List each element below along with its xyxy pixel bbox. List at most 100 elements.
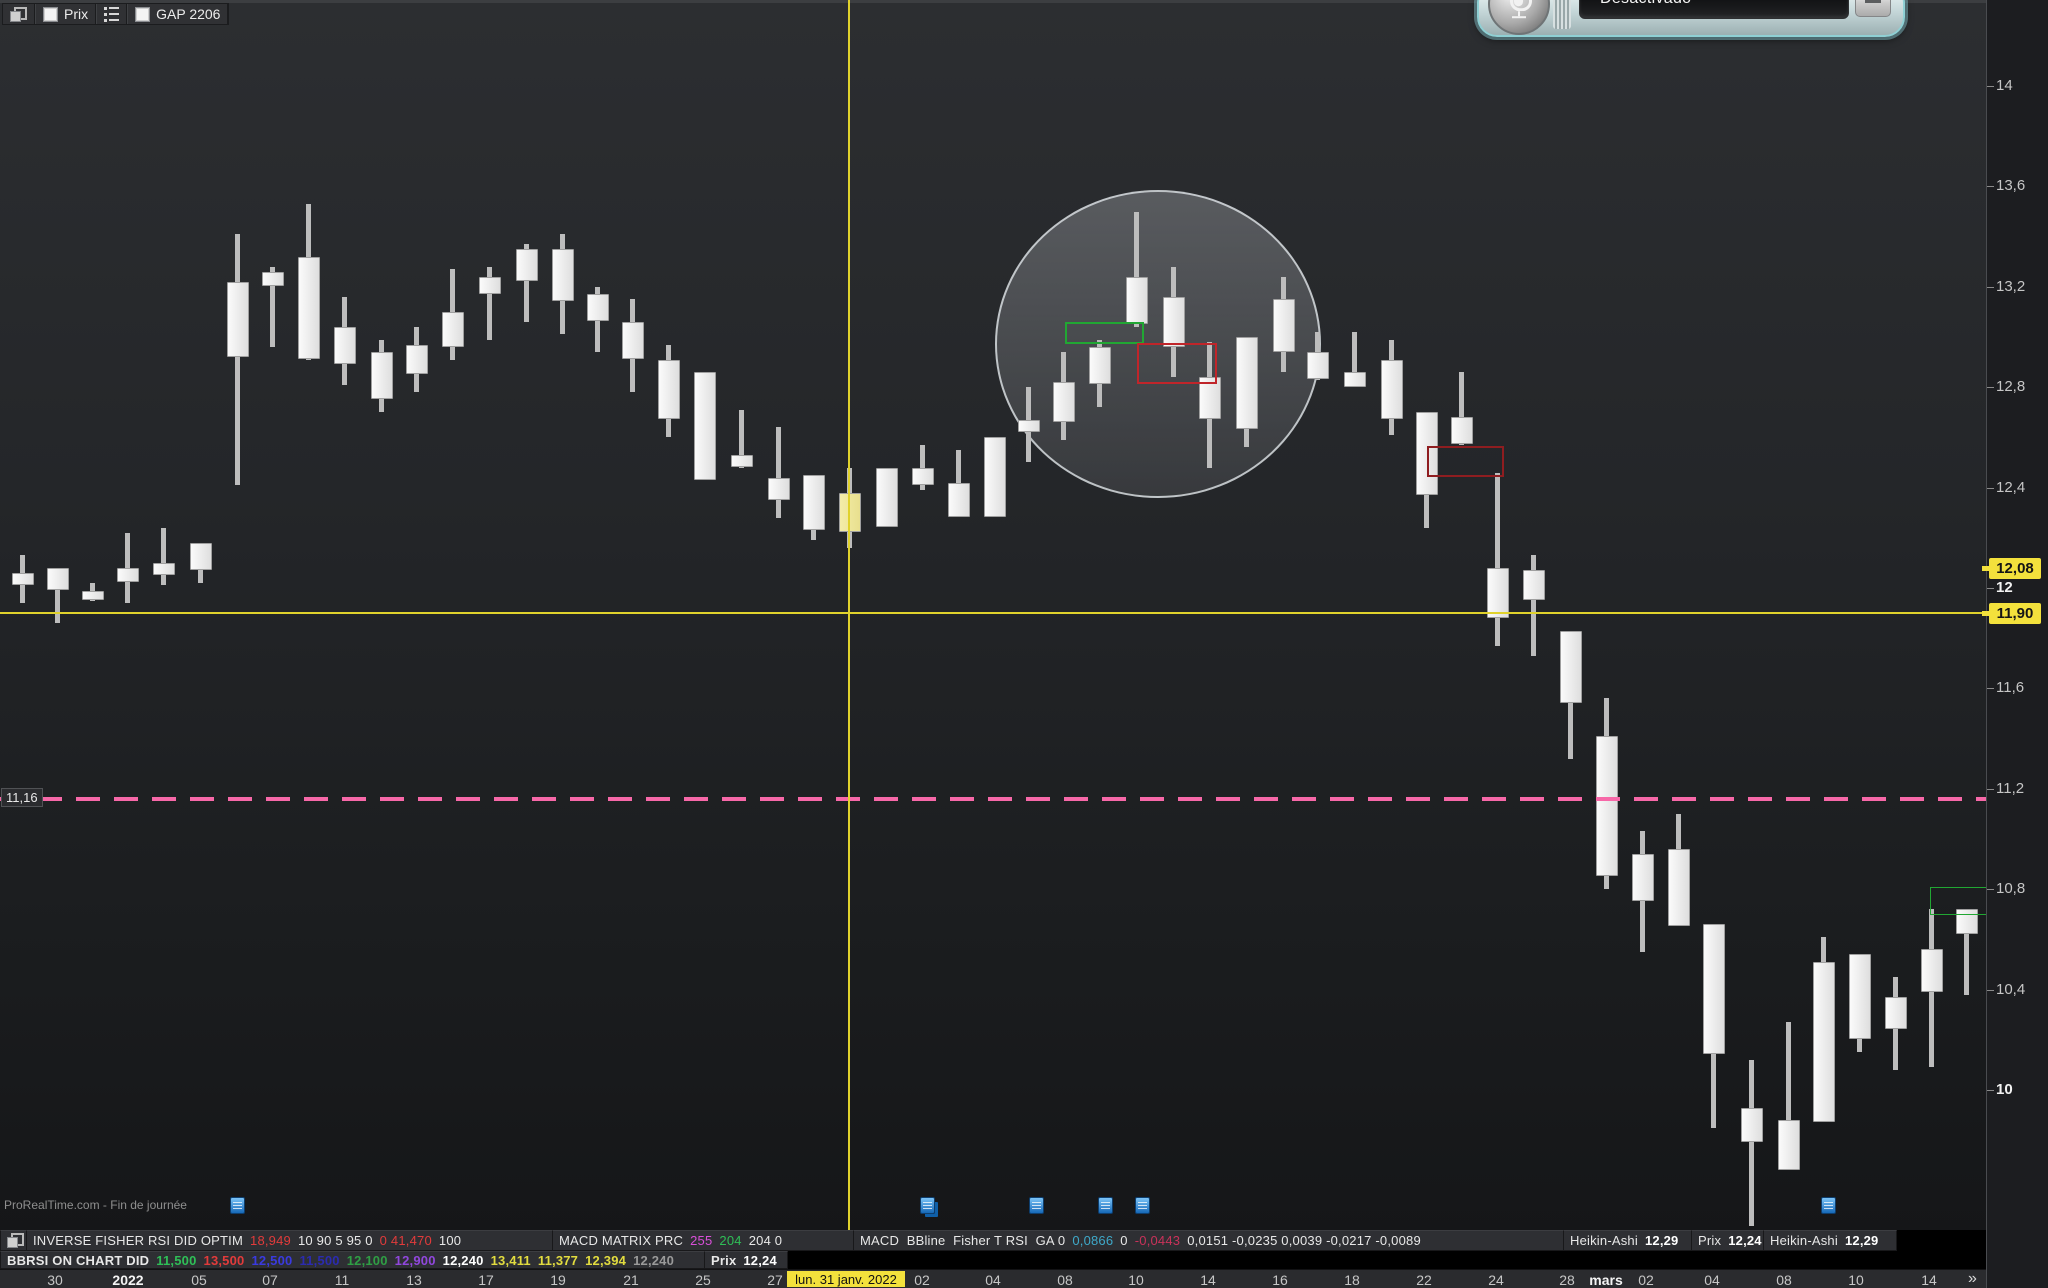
candlestick <box>876 467 898 528</box>
indicator-segment[interactable]: Heikin-Ashi 12,29 <box>1763 1230 1897 1251</box>
window-layers-button[interactable] <box>3 4 35 24</box>
candlestick <box>1451 417 1473 445</box>
candlestick-chart: 11,16 ProRealTime.com - Fin de journée <box>0 0 1989 1269</box>
date-tick-label: 04 <box>985 1272 1001 1288</box>
candlestick <box>552 249 574 302</box>
speech-recognition-widget: Desactivado <box>1477 0 1905 37</box>
indicator-value: 12,29 <box>1644 1233 1679 1248</box>
document-marker-icon[interactable] <box>230 1197 245 1214</box>
date-tick-label: 08 <box>1057 1272 1073 1288</box>
candlestick <box>948 482 970 518</box>
indicator-value: 0,0151 -0,0235 0,0039 -0,0217 -0,0089 <box>1187 1233 1421 1248</box>
minimize-button[interactable] <box>1855 0 1891 17</box>
price-tick-label: 10,4 <box>1996 980 2026 998</box>
support-level-line <box>0 796 1986 801</box>
toggle-gap[interactable]: GAP 2206 <box>127 4 229 24</box>
candlestick <box>1053 382 1075 422</box>
price-highlight-label: 11,90 <box>1982 603 2041 625</box>
indicator-value: 204 0 <box>748 1233 783 1248</box>
candlestick <box>803 475 825 530</box>
candle-wick <box>1352 331 1357 385</box>
price-tick <box>1987 286 1994 288</box>
microphone-icon <box>1508 0 1532 20</box>
candle-wick <box>1964 909 1969 995</box>
price-axis[interactable]: 14 13,6 13,2 12,8 12,4 12 11,6 11,2 10,8 10,4 10 12… <box>1982 0 2048 1288</box>
prix-label: Prix <box>64 6 89 22</box>
candlestick <box>1523 570 1545 601</box>
date-tick-label: 10 <box>1128 1272 1144 1288</box>
date-tick-label: 28 <box>1559 1272 1575 1288</box>
document-marker-icon[interactable] <box>1029 1197 1044 1214</box>
candlestick <box>47 567 69 590</box>
date-tick-label: 24 <box>1488 1272 1504 1288</box>
indicator-segment[interactable]: Prix 12,24 <box>1691 1230 1773 1251</box>
date-tick-label: 16 <box>1272 1272 1288 1288</box>
date-tick-label: 27 <box>767 1272 783 1288</box>
candlestick <box>262 271 284 287</box>
gap-checkbox[interactable] <box>135 6 151 22</box>
date-axis[interactable]: » 30 2022 05 07 11 13 17 19 21 25 27 02 04 08 10 14 16 18… <box>0 1269 2048 1288</box>
selected-date-label: lun. 31 janv. 2022 <box>787 1271 905 1287</box>
document-marker-icon[interactable] <box>1098 1197 1113 1214</box>
date-tick-label: 13 <box>406 1272 422 1288</box>
indicator-segment[interactable]: Heikin-Ashi 12,29 <box>1563 1230 1701 1251</box>
indicator-value: 11,500 <box>156 1252 197 1268</box>
widget-grip[interactable] <box>1553 0 1571 29</box>
candlestick <box>227 281 249 357</box>
price-tick-label: 10,8 <box>1996 880 2026 898</box>
list-icon <box>104 7 119 22</box>
candlestick <box>622 321 644 360</box>
crosshair-vertical-line <box>848 0 850 1269</box>
date-tick-label: 02 <box>1638 1272 1654 1288</box>
list-menu-button[interactable] <box>96 4 128 24</box>
indicator-row-2: BBRSI ON CHART DID 11,500 13,500 12,500 11,5… <box>0 1251 2048 1269</box>
price-tick <box>1987 788 1994 790</box>
candlestick <box>1849 954 1871 1040</box>
price-tick <box>1987 487 1994 489</box>
indicator-segment[interactable]: MACD BBline Fisher T RSI GA 0 0,0866 0 -0,0… <box>853 1230 1565 1251</box>
candle-wick <box>270 266 275 348</box>
date-tick-label: mars <box>1589 1272 1623 1288</box>
price-tick-label: 11,2 <box>1996 779 2025 797</box>
document-marker-icon[interactable] <box>1821 1197 1836 1214</box>
document-marker-icon[interactable] <box>1135 1197 1150 1214</box>
document-marker-icon[interactable] <box>920 1197 935 1214</box>
candlestick <box>1813 961 1835 1123</box>
indicator-segment[interactable]: MACD MATRIX PRC 255 204 204 0 <box>552 1230 857 1251</box>
candlestick <box>1778 1120 1800 1170</box>
price-tick-label: 14 <box>1996 77 2013 94</box>
price-highlight-label: 12,08 <box>1982 557 2041 579</box>
prix-checkbox[interactable] <box>43 6 58 22</box>
date-tick-label: 21 <box>623 1272 639 1288</box>
indicator-value: 13,411 <box>490 1252 531 1268</box>
candle-wick <box>1749 1059 1754 1226</box>
green-signal-box <box>1930 887 1989 915</box>
speech-status-display: Desactivado <box>1579 0 1849 19</box>
candle-wick <box>776 427 781 518</box>
candlestick <box>1741 1107 1763 1143</box>
indicator-segment[interactable]: Prix 12,24 <box>704 1251 788 1269</box>
candle-wick <box>1495 472 1500 646</box>
indicator-segment[interactable]: INVERSE FISHER RSI DID OPTIM 18,949 10 90 … <box>26 1230 561 1251</box>
date-tick-label: 17 <box>478 1272 494 1288</box>
microphone-button[interactable] <box>1488 0 1550 35</box>
indicator-value: 13,500 <box>203 1252 245 1268</box>
candle-wick <box>55 567 60 624</box>
indicator-row-1: INVERSE FISHER RSI DID OPTIM 18,949 10 90 … <box>0 1230 2048 1251</box>
date-tick-label: 07 <box>262 1272 278 1288</box>
candlestick <box>82 590 104 601</box>
indicator-value: 12,24 <box>743 1252 777 1268</box>
candlestick <box>1885 997 1907 1030</box>
price-tick <box>1987 588 1994 589</box>
overlapping-windows-icon <box>10 6 27 22</box>
scroll-right-button[interactable]: » <box>1968 1270 1977 1287</box>
indicator-value: -0,0443 <box>1134 1233 1181 1248</box>
candlestick <box>839 492 861 533</box>
candlestick <box>479 276 501 294</box>
indicator-segment[interactable]: BBRSI ON CHART DID 11,500 13,500 12,500 11,5… <box>0 1251 714 1269</box>
date-tick-label: 05 <box>191 1272 207 1288</box>
chart-toolbar: Prix GAP 2206 <box>2 3 230 25</box>
toggle-prix[interactable]: Prix <box>35 4 97 24</box>
price-tick-label: 10 <box>1996 1081 2013 1098</box>
